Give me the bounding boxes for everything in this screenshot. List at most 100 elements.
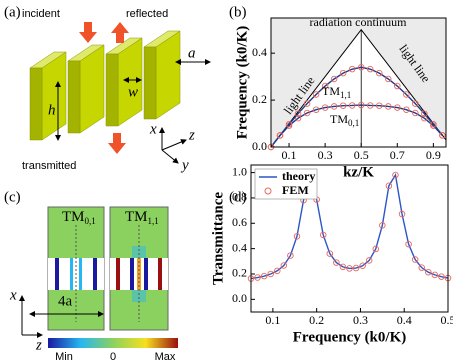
field-map: [47, 206, 169, 331]
data-point: [403, 91, 410, 98]
x-axis-label: Frequency (k0/K): [293, 329, 406, 345]
data-point: [326, 250, 334, 257]
x-tick-label: 0.5: [354, 148, 369, 162]
annotation: radiation continuum: [310, 15, 408, 29]
data-point: [394, 104, 401, 111]
data-point: [346, 265, 353, 272]
plot-frame: [270, 17, 447, 148]
x-tick-label: 0.9: [426, 148, 441, 162]
data-point: [352, 264, 360, 272]
annotation-sub: 1,1: [340, 90, 351, 100]
arrow: [108, 133, 126, 154]
data-point: [321, 82, 329, 90]
colorbar: [48, 338, 178, 348]
data-point: [411, 256, 419, 263]
data-point: [365, 257, 373, 264]
label: 4a: [58, 293, 73, 309]
data-point: [412, 109, 419, 117]
x-tick-label: 0.3: [318, 148, 333, 162]
panel-label: (c): [4, 189, 21, 205]
x-tick-label: 0.5: [441, 313, 453, 327]
panel-label: (a): [4, 4, 21, 20]
data-point: [385, 75, 392, 83]
x-tick-label: 0.1: [282, 148, 297, 162]
slab-front: [143, 46, 157, 120]
data-point: [438, 273, 445, 280]
data-point: [421, 114, 428, 122]
colorbar-label: Max: [155, 351, 176, 363]
data-point: [430, 120, 437, 128]
data-point: [260, 272, 268, 280]
data-point: [339, 263, 347, 271]
panel-label: (d): [229, 189, 247, 205]
series-line: [251, 172, 448, 280]
slab-front: [67, 60, 81, 134]
data-point: [348, 102, 356, 109]
data-point: [403, 106, 410, 113]
data-point: [439, 132, 446, 139]
data-point: [366, 102, 374, 109]
data-point: [274, 267, 281, 275]
data-point: [366, 65, 374, 73]
data-point: [385, 103, 392, 110]
x-tick-label: 0.1: [265, 313, 280, 327]
y-tick-label: 0.0: [232, 291, 247, 305]
label: z: [188, 127, 195, 143]
label: x: [9, 287, 17, 303]
axis-arrow: [161, 139, 187, 151]
data-point: [357, 101, 365, 109]
annotation-text: TM: [322, 84, 340, 98]
plot-frame: [250, 164, 449, 313]
data-point: [339, 102, 347, 109]
slab-front: [29, 67, 43, 141]
data-point: [294, 110, 302, 117]
y-axis-label: Frequency (k0/K): [234, 26, 250, 139]
y-tick-label: 0.4: [252, 45, 267, 59]
data-point: [385, 182, 393, 190]
y-tick-label: 1.0: [232, 164, 247, 178]
slab-front: [105, 53, 119, 127]
label: y: [180, 157, 189, 173]
data-point: [319, 231, 327, 239]
x-tick-label: 0.4: [397, 313, 412, 327]
data-point: [392, 171, 399, 179]
y-tick-label: 0.2: [252, 92, 267, 106]
label: transmitted: [22, 160, 76, 172]
data-point: [375, 69, 383, 77]
legend-marker: [264, 187, 272, 195]
data-point: [330, 75, 338, 83]
data-point: [412, 100, 419, 107]
legend-label: theory: [282, 169, 315, 183]
label: a: [188, 45, 196, 61]
arrow: [111, 22, 129, 43]
data-point: [294, 114, 302, 122]
annotation: TM1,1: [322, 84, 351, 100]
data-point: [330, 103, 338, 110]
data-point: [303, 100, 311, 107]
data-point: [321, 104, 329, 111]
data-point: [254, 274, 261, 281]
label: reflected: [126, 8, 168, 20]
series-line: [271, 66, 443, 147]
data-point: [293, 233, 301, 240]
data-point: [348, 65, 356, 73]
annotation: TM0,1: [330, 112, 359, 128]
data-point: [425, 268, 432, 276]
annotation-text: TM: [330, 112, 348, 126]
data-point: [421, 110, 428, 117]
grating: [29, 30, 181, 141]
legend-label: FEM: [282, 183, 309, 197]
data-point: [267, 270, 274, 278]
data-point: [312, 106, 320, 113]
data-point: [287, 252, 294, 259]
data-point: [431, 271, 439, 279]
shade: [271, 18, 446, 147]
annotation-sub: 0,1: [348, 118, 359, 128]
label: h: [48, 102, 56, 118]
y-axis-label: Transmittance: [210, 192, 226, 285]
data-point: [312, 91, 320, 98]
panel-label: (b): [229, 4, 247, 20]
legend-box: [254, 168, 318, 200]
label: w: [128, 84, 138, 100]
